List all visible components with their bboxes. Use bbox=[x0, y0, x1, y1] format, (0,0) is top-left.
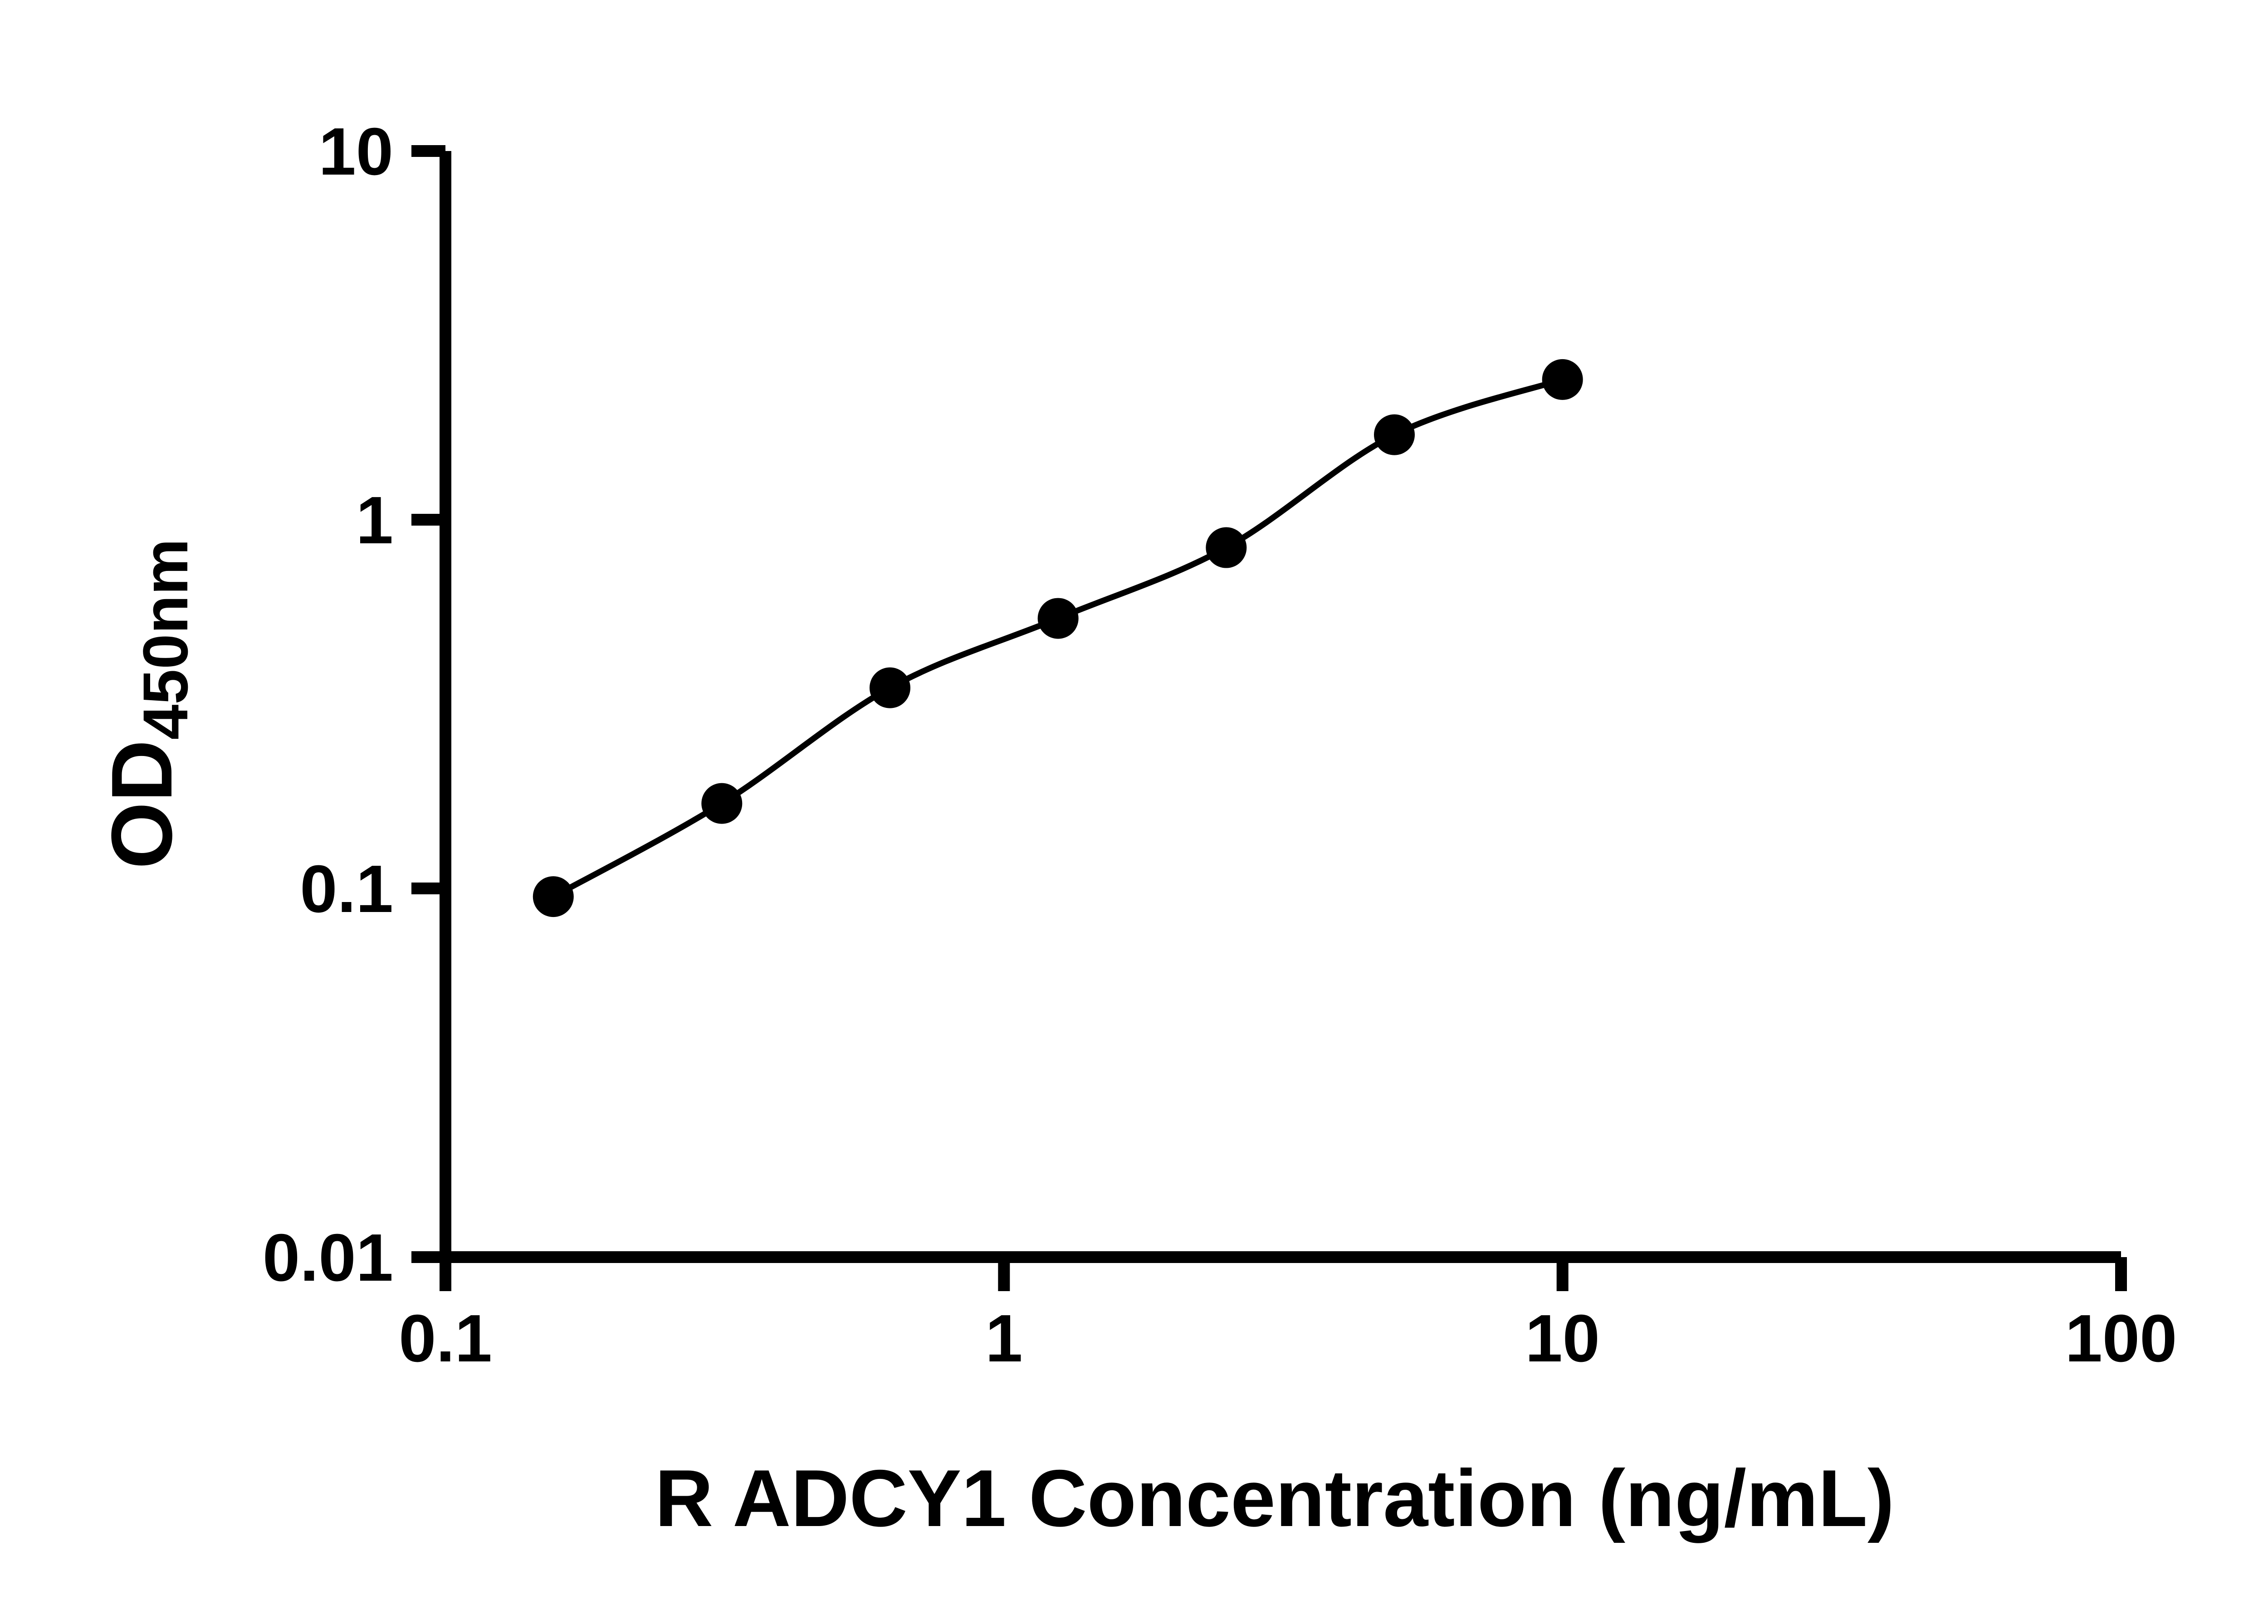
y-axis-title-main: OD bbox=[94, 740, 190, 869]
y-tick-label: 0.1 bbox=[300, 852, 393, 927]
data-point bbox=[1542, 359, 1583, 400]
y-tick-label: 10 bbox=[318, 114, 393, 189]
y-axis-ticks bbox=[411, 145, 445, 1263]
data-point bbox=[1037, 598, 1079, 639]
data-point bbox=[533, 876, 574, 917]
y-axis-tick-labels: 0.01 0.1 1 10 bbox=[263, 114, 393, 1295]
y-axis-title-subscript: 450nm bbox=[130, 539, 201, 740]
x-axis-tick-labels: 0.1 1 10 100 bbox=[399, 1301, 2177, 1376]
y-tick-label: 0.01 bbox=[263, 1220, 393, 1295]
x-axis-title: R ADCY1 Concentration (ng/mL) bbox=[655, 1453, 1895, 1543]
y-axis-title: OD450nm bbox=[94, 539, 201, 869]
x-tick-label: 1 bbox=[985, 1301, 1022, 1376]
y-tick-label: 1 bbox=[356, 483, 393, 558]
x-tick-label: 100 bbox=[2065, 1301, 2177, 1376]
x-tick-label: 0.1 bbox=[399, 1301, 492, 1376]
x-tick-label: 10 bbox=[1525, 1301, 1600, 1376]
data-point bbox=[1374, 414, 1415, 455]
data-points-group bbox=[533, 359, 1583, 917]
data-point bbox=[1206, 527, 1247, 568]
data-point bbox=[701, 783, 743, 824]
data-point bbox=[869, 667, 910, 708]
